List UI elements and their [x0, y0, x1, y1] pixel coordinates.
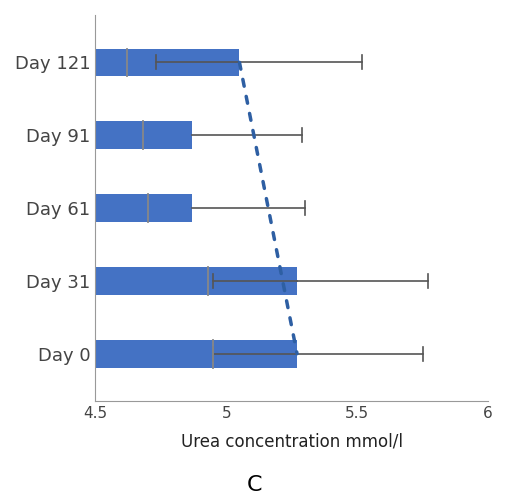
- Text: C: C: [246, 475, 262, 495]
- Bar: [96, 122, 193, 149]
- Bar: [96, 267, 297, 294]
- Bar: [96, 194, 193, 222]
- Bar: [96, 48, 239, 76]
- X-axis label: Urea concentration mmol/l: Urea concentration mmol/l: [181, 432, 403, 450]
- Bar: [96, 340, 297, 367]
